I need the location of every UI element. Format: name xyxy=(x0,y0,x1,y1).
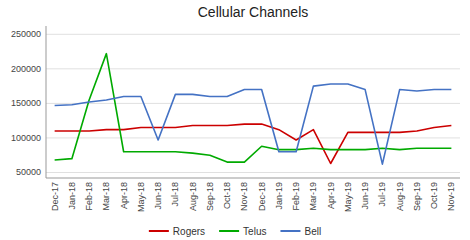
x-tick-label: Nov-19 xyxy=(446,182,456,211)
x-tick-label: Apr-19 xyxy=(326,182,336,209)
y-tick-label: 250000 xyxy=(11,29,41,39)
x-tick-label: Jan-19 xyxy=(274,182,284,210)
x-tick-label: Feb-18 xyxy=(84,182,94,211)
legend-label: Bell xyxy=(304,226,321,237)
x-tick-label: Oct-19 xyxy=(429,182,439,209)
x-tick-label: Dec-17 xyxy=(50,182,60,211)
legend-label: Rogers xyxy=(173,226,205,237)
grid-line xyxy=(46,137,460,138)
legend-item: Bell xyxy=(280,226,321,237)
x-tick-label: Aug-19 xyxy=(395,182,405,211)
legend: Rogers Telus Bell xyxy=(149,226,321,237)
plot-area xyxy=(55,54,452,165)
y-tick-label: 200000 xyxy=(11,64,41,74)
x-tick-label: May-18 xyxy=(136,182,146,212)
x-tick-label: Sep-19 xyxy=(412,182,422,211)
legend-label: Telus xyxy=(243,226,266,237)
legend-swatch xyxy=(219,230,239,232)
legend-item: Telus xyxy=(219,226,266,237)
x-tick-label: Jul-18 xyxy=(170,182,180,207)
x-tick-label: May-19 xyxy=(343,182,353,212)
grid-line xyxy=(46,34,460,35)
title: Cellular Channels xyxy=(198,4,309,20)
series-line xyxy=(55,124,452,163)
series-line xyxy=(55,84,452,164)
legend-item: Rogers xyxy=(149,226,205,237)
y-tick-label: 150000 xyxy=(11,98,41,108)
x-tick-label: Aug-18 xyxy=(188,182,198,211)
x-axis-line xyxy=(46,178,460,179)
x-tick-label: Apr-18 xyxy=(119,182,129,209)
x-tick-label: Feb-19 xyxy=(291,182,301,211)
y-tick-label: 50000 xyxy=(16,167,41,177)
x-tick-label: Mar-18 xyxy=(101,182,111,211)
y-tick-label: 100000 xyxy=(11,133,41,143)
legend-swatch xyxy=(149,230,169,232)
grid-line xyxy=(46,68,460,69)
y-axis-line xyxy=(46,26,47,178)
grid-line xyxy=(46,172,460,173)
x-tick-label: Sep-18 xyxy=(205,182,215,211)
x-tick-label: Jun-19 xyxy=(360,182,370,210)
chart: Cellular Channels 50000 100000 150000 200000… xyxy=(0,0,470,240)
x-tick-label: Jul-19 xyxy=(377,182,387,207)
x-tick-label: Dec-18 xyxy=(257,182,267,211)
x-tick-label: Oct-18 xyxy=(222,182,232,209)
x-tick-label: Jan-18 xyxy=(67,182,77,210)
series-line xyxy=(55,54,452,162)
x-tick-label: Nov-18 xyxy=(239,182,249,211)
x-tick-label: Mar-19 xyxy=(308,182,318,211)
grid-line xyxy=(46,103,460,104)
legend-swatch xyxy=(280,230,300,232)
x-tick-label: Jun-18 xyxy=(153,182,163,210)
